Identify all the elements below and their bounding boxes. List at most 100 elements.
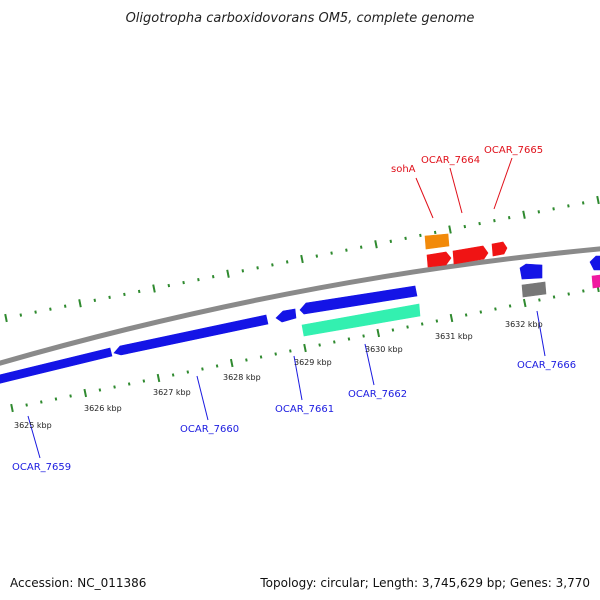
gene-labels: sohA OCAR_7664 OCAR_7665 OCAR_7659 OCAR_7660… xyxy=(12,145,576,473)
outer-track-minor-tick xyxy=(433,230,437,235)
outer-track-minor-tick xyxy=(507,216,511,220)
inner-track-major-tick xyxy=(376,328,381,338)
outer-tick-track xyxy=(4,195,600,323)
outer-track-minor-tick xyxy=(315,254,319,258)
position-labels: 3625 kbp 3626 kbp 3627 kbp 3628 kbp 3629 kbp… xyxy=(14,320,543,430)
inner-track-minor-tick xyxy=(508,304,512,308)
outer-track-minor-tick xyxy=(581,201,585,205)
position-label: 3630 kbp xyxy=(365,345,403,354)
outer-track-minor-tick xyxy=(93,298,97,302)
outer-track-minor-tick xyxy=(108,295,111,300)
inner-track-major-tick xyxy=(10,403,14,413)
inner-track-minor-tick xyxy=(186,370,190,374)
map-title: Oligotropha carboxidovorans OM5, complet… xyxy=(126,11,475,26)
position-label: 3632 kbp xyxy=(505,320,543,329)
genome-summary-text: Topology: circular; Length: 3,745,629 bp… xyxy=(259,576,590,590)
outer-track-minor-tick xyxy=(493,218,496,223)
gene-arrow xyxy=(491,241,508,257)
outer-track-minor-tick xyxy=(389,239,393,243)
inner-track-minor-tick xyxy=(40,400,43,404)
inner-track-minor-tick xyxy=(391,328,395,332)
gene-arrow xyxy=(0,347,113,384)
inner-track-minor-tick xyxy=(98,388,102,392)
inner-track-minor-tick xyxy=(171,373,175,377)
outer-track-minor-tick xyxy=(419,233,422,238)
gene-label: OCAR_7666 xyxy=(517,360,576,371)
outer-track-major-tick xyxy=(226,269,230,278)
outer-track-minor-tick xyxy=(256,266,259,270)
label-leader-line xyxy=(196,375,209,421)
inner-track-minor-tick xyxy=(245,358,248,362)
inner-track-minor-tick xyxy=(333,340,336,344)
outer-track-minor-tick xyxy=(330,251,333,255)
inner-track-major-tick xyxy=(83,388,88,398)
inner-track-minor-tick xyxy=(25,403,28,407)
gene-arrow xyxy=(521,281,547,298)
outer-track-minor-tick xyxy=(49,307,52,311)
label-leader-line xyxy=(27,415,41,459)
outer-track-major-tick xyxy=(152,284,156,293)
outer-track-minor-tick xyxy=(63,304,67,308)
outer-track-minor-tick xyxy=(567,204,570,208)
inner-track-minor-tick xyxy=(347,337,351,341)
outer-track-major-tick xyxy=(522,210,526,219)
label-leader-line xyxy=(449,167,463,214)
gene-label: OCAR_7659 xyxy=(12,462,71,473)
outer-track-minor-tick xyxy=(478,221,481,226)
outer-track-minor-tick xyxy=(404,236,407,241)
inner-track-minor-tick xyxy=(54,397,58,401)
gene-arrow xyxy=(113,314,269,356)
position-label: 3625 kbp xyxy=(14,421,52,430)
inner-track-minor-tick xyxy=(127,382,131,386)
inner-track-minor-tick xyxy=(552,295,556,299)
gene-label: OCAR_7662 xyxy=(348,389,407,400)
inner-track-minor-tick xyxy=(494,307,497,311)
gene-arrow xyxy=(275,308,297,323)
position-label: 3627 kbp xyxy=(153,388,191,397)
gene-arrow xyxy=(591,274,600,289)
inner-track-minor-tick xyxy=(201,367,204,371)
inner-tick-track xyxy=(10,283,600,413)
gene-label: OCAR_7661 xyxy=(275,404,334,415)
position-label: 3628 kbp xyxy=(223,373,261,382)
inner-track-minor-tick xyxy=(406,325,409,329)
outer-track-major-tick xyxy=(300,254,304,264)
inner-track-major-tick xyxy=(449,313,454,323)
gene-arrow xyxy=(519,263,543,280)
gene-arrow xyxy=(426,251,452,268)
inner-track-minor-tick xyxy=(538,298,541,302)
inner-track-minor-tick xyxy=(479,310,483,314)
outer-track-minor-tick xyxy=(463,224,467,229)
inner-track-major-tick xyxy=(303,343,307,353)
label-leader-line xyxy=(536,310,546,357)
gene-arrow xyxy=(589,255,600,271)
label-leader-line xyxy=(364,343,375,386)
inner-track-minor-tick xyxy=(215,364,219,368)
outer-track-minor-tick xyxy=(285,260,289,264)
inner-track-minor-tick xyxy=(464,313,468,317)
gene-label: OCAR_7660 xyxy=(180,424,239,435)
outer-track-minor-tick xyxy=(271,263,274,267)
outer-track-major-tick xyxy=(374,240,378,249)
outer-track-minor-tick xyxy=(552,207,555,211)
position-label: 3626 kbp xyxy=(84,404,122,413)
gene-arrow xyxy=(424,233,450,250)
inner-track-major-tick xyxy=(229,358,234,368)
outer-track-minor-tick xyxy=(359,245,363,249)
gene-label: OCAR_7664 xyxy=(421,155,480,166)
gene-arrow xyxy=(299,285,418,315)
outer-track-minor-tick xyxy=(34,310,37,314)
inner-track-minor-tick xyxy=(259,355,263,359)
position-label: 3629 kbp xyxy=(294,358,332,367)
outer-track-minor-tick xyxy=(137,289,141,294)
gene-features xyxy=(0,233,600,384)
outer-track-minor-tick xyxy=(241,269,245,273)
outer-track-minor-tick xyxy=(197,277,200,282)
gene-label: OCAR_7665 xyxy=(484,145,543,156)
label-leader-lines xyxy=(27,157,546,459)
label-leader-line xyxy=(415,177,434,219)
inner-track-minor-tick xyxy=(113,385,116,389)
inner-track-minor-tick xyxy=(274,352,277,356)
gene-arrow xyxy=(452,245,489,265)
gene-arrow xyxy=(301,303,421,337)
